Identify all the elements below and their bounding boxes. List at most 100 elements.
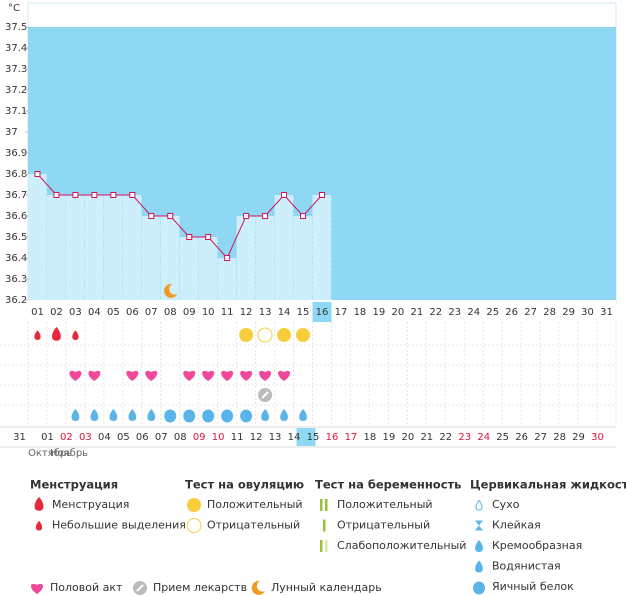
spotting-icon	[35, 520, 43, 531]
date-label: 08	[174, 432, 187, 443]
day-event	[90, 408, 99, 422]
day-event	[280, 408, 288, 422]
legend-title: Тест на овуляцию	[185, 478, 304, 492]
x-tick-label: 27	[524, 307, 537, 318]
day-event	[257, 327, 273, 343]
date-label: 21	[420, 432, 433, 443]
y-tick-label: 37.1	[5, 106, 27, 117]
day-event	[145, 370, 158, 381]
legend-label: Отрицательный	[207, 519, 300, 532]
intercourse-icon	[145, 370, 158, 381]
day-event	[147, 408, 156, 422]
pregnancy-weak-icon	[320, 540, 323, 552]
egg-white-icon	[240, 409, 253, 423]
ovulation-positive-icon	[239, 328, 254, 342]
watery-icon	[71, 408, 80, 422]
intercourse-icon	[183, 370, 196, 381]
y-tick-label: 36.2	[5, 295, 27, 306]
month-label: Октябрь	[28, 448, 72, 459]
temperature-column	[84, 195, 104, 300]
temperature-column	[293, 216, 313, 300]
temperature-point	[53, 192, 60, 198]
temperature-point	[129, 192, 136, 198]
legend-label: Клейкая	[492, 519, 541, 532]
x-tick-label: 25	[486, 307, 499, 318]
date-label: 13	[269, 432, 282, 443]
temperature-point	[34, 171, 41, 177]
egg-white-icon	[183, 409, 196, 423]
y-tick-label: 36.8	[5, 169, 27, 180]
intercourse-icon	[240, 370, 253, 381]
y-tick-label: 37.3	[5, 64, 27, 75]
date-label: 25	[496, 432, 509, 443]
day-event	[299, 408, 307, 422]
x-tick-label: 08	[164, 307, 177, 318]
ovulation-negative-icon	[186, 518, 202, 533]
temperature-column	[236, 216, 256, 300]
y-unit: °C	[8, 3, 20, 14]
x-tick-label: 24	[467, 307, 480, 318]
x-tick-label: 06	[126, 307, 139, 318]
spotting-icon	[34, 330, 41, 341]
menstruation-icon	[34, 496, 44, 511]
temperature-column	[255, 216, 275, 300]
legend-label: Менструация	[52, 498, 129, 511]
x-tick-label: 17	[335, 307, 348, 318]
y-tick-label: 37.2	[5, 85, 27, 96]
date-label: 18	[364, 432, 377, 443]
legend-label: Отрицательный	[337, 519, 430, 532]
date-label: 22	[439, 432, 452, 443]
date-label: 20	[401, 432, 414, 443]
selected-date	[296, 428, 316, 446]
date-label: 10	[212, 432, 225, 443]
legend-label: Половой акт	[50, 581, 123, 594]
date-label: 11	[231, 432, 244, 443]
legend-label: Водянистая	[492, 560, 561, 573]
legend-title: Тест на беременность	[315, 478, 461, 492]
x-tick-label: 19	[373, 307, 386, 318]
day-event	[221, 409, 234, 423]
x-tick-label: 21	[410, 307, 423, 318]
ovulation-positive-icon	[277, 328, 292, 342]
temperature-point	[148, 213, 155, 219]
temperature-column	[103, 195, 123, 300]
egg-white-icon	[221, 409, 234, 423]
day-event	[71, 408, 80, 422]
y-tick-label: 36.6	[5, 211, 27, 222]
x-tick-label: 09	[183, 307, 196, 318]
x-tick-label: 26	[505, 307, 518, 318]
day-event	[109, 408, 118, 422]
watery-icon	[261, 408, 269, 422]
intercourse-icon	[202, 370, 215, 381]
temperature-point	[205, 234, 212, 240]
temperature-column	[198, 237, 218, 300]
pregnancy-positive-icon	[320, 499, 323, 511]
temperature-column	[274, 195, 294, 300]
day-event	[240, 409, 253, 423]
sticky-icon	[475, 520, 483, 531]
day-event	[52, 326, 61, 341]
temperature-column	[141, 216, 161, 300]
x-tick-label: 12	[240, 307, 253, 318]
watery-icon	[475, 560, 483, 573]
date-label: 29	[572, 432, 585, 443]
legend-label: Кремообразная	[492, 539, 582, 552]
date-label: 01	[41, 432, 54, 443]
x-tick-label: 07	[145, 307, 158, 318]
watery-icon	[147, 408, 156, 422]
temperature-point	[167, 213, 174, 219]
x-tick-label: 14	[278, 307, 291, 318]
legend-title: Цервикальная жидкость	[470, 478, 626, 492]
y-tick-label: 36.5	[5, 232, 27, 243]
temperature-point	[300, 213, 307, 219]
x-tick-label: 16	[316, 307, 329, 318]
x-tick-label: 20	[392, 307, 405, 318]
moon-icon	[163, 283, 178, 298]
day-event	[261, 408, 269, 422]
selected-day	[312, 302, 332, 322]
legend-label: Небольшие выделения	[52, 519, 186, 532]
date-label: 17	[345, 432, 358, 443]
day-event	[277, 328, 292, 342]
date-label: 05	[117, 432, 130, 443]
